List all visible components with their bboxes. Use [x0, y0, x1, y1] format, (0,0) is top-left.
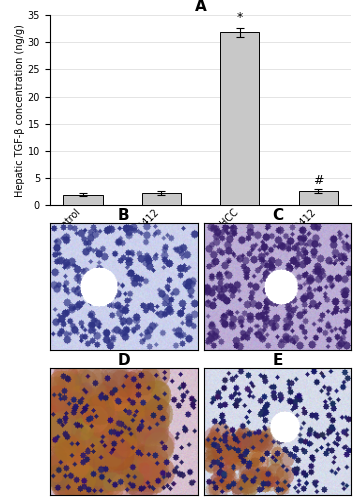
Bar — [220, 32, 260, 206]
Title: E: E — [272, 353, 283, 368]
Bar — [299, 191, 338, 206]
Title: B: B — [118, 208, 130, 224]
Title: D: D — [118, 353, 130, 368]
Text: #: # — [313, 174, 323, 186]
Y-axis label: Hepatic TGF-β concentration (ng/g): Hepatic TGF-β concentration (ng/g) — [15, 24, 25, 197]
Text: *: * — [237, 12, 243, 24]
Title: A: A — [195, 0, 207, 14]
Title: C: C — [272, 208, 283, 224]
Bar — [64, 194, 103, 205]
Bar — [142, 193, 181, 205]
